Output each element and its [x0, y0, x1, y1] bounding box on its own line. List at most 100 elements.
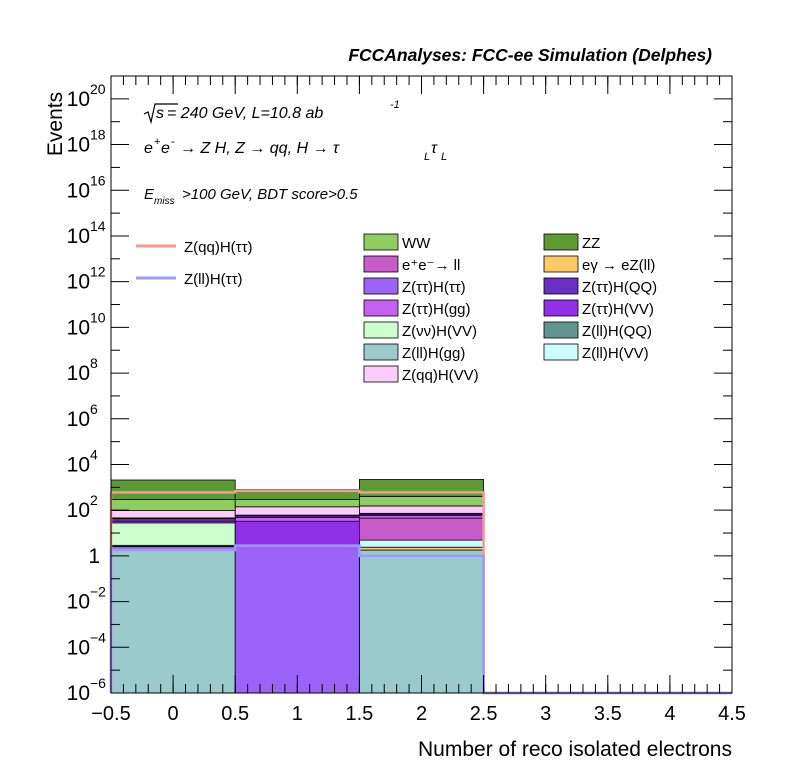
- cut-e: E: [144, 186, 155, 203]
- legend-label: Z(ττ)H(ττ): [402, 279, 466, 296]
- bar-qq-VV-bin-2: [358, 505, 484, 514]
- tau-second: τ: [431, 140, 438, 157]
- y-tick-label: 1: [88, 545, 100, 568]
- cut-text: >100 GeV, BDT score>0.5: [182, 186, 358, 203]
- legend-swatch-nunu-VV: [363, 321, 399, 339]
- x-tick-label: 0: [168, 703, 179, 725]
- y-tick-exponent: −2: [90, 584, 106, 600]
- x-tick-label: 4: [664, 703, 675, 725]
- legend-swatch-ll-VV: [543, 343, 579, 361]
- sqrt-s-text: s: [156, 105, 164, 122]
- y-tick-exponent: 4: [90, 446, 98, 462]
- y-tick-label: 10 −6: [67, 675, 107, 705]
- y-tick-label: 10 6: [67, 401, 98, 431]
- legend-swatch-ee-ll: [363, 255, 399, 273]
- x-tick-label: 4.5: [718, 703, 746, 725]
- y-tick-base: 10: [67, 88, 90, 111]
- bar-ZZ-bin-0: [110, 479, 236, 500]
- legend-label: Z(ττ)H(gg): [402, 301, 471, 318]
- y-tick-label: 10 4: [67, 446, 98, 476]
- bar-WW-bin-2: [358, 495, 484, 507]
- y-tick-exponent: 8: [90, 355, 98, 371]
- x-tick-label: 1: [292, 703, 303, 725]
- legend-swatch-qq-VV: [363, 365, 399, 383]
- legend-swatch-tautau-VV: [543, 299, 579, 317]
- x-tick-label: 3: [540, 703, 551, 725]
- bar-WW-bin-1: [234, 499, 360, 508]
- legend-label: Z(νν)H(VV): [402, 323, 477, 340]
- bar-ee-ll-bin-2: [358, 517, 484, 541]
- legend-swatch-WW: [363, 233, 399, 251]
- y-tick-base: 1: [88, 545, 100, 568]
- y-tick-base: 10: [67, 453, 90, 476]
- x-tick-label: 3.5: [594, 703, 622, 725]
- legend-label: Z(ll)H(QQ): [582, 323, 652, 340]
- y-tick-base: 10: [67, 408, 90, 431]
- legend-swatch-ll-gg: [363, 343, 399, 361]
- legend-label: Z(ττ)H(QQ): [582, 279, 657, 296]
- cut-e-subscript: miss: [154, 196, 175, 207]
- legend-label: WW: [402, 235, 431, 252]
- y-tick-base: 10: [67, 362, 90, 385]
- y-tick-exponent: −6: [90, 675, 106, 691]
- legend-label: Z(qq)H(VV): [402, 367, 479, 384]
- bar-tautau-tautau-bin-1: [234, 545, 360, 694]
- y-tick-exponent: 12: [90, 264, 106, 280]
- y-tick-label: 10 2: [67, 492, 98, 522]
- y-tick-base: 10: [67, 225, 90, 248]
- y-tick-label: 10 14: [67, 218, 106, 248]
- bar-tautau-gg-bin-2: [358, 514, 484, 519]
- legend-swatch-tautau-tautau: [363, 277, 399, 295]
- bar-qq-VV-bin-0: [110, 510, 236, 519]
- legend-swatch-tautau-QQ: [543, 277, 579, 295]
- legend-swatch-ZZ: [543, 233, 579, 251]
- legend-swatch-egamma: [543, 255, 579, 273]
- y-tick-label: 10 12: [67, 264, 106, 294]
- bar-WW-bin-0: [110, 499, 236, 512]
- bar-tautau-VV-bin-1: [234, 520, 360, 547]
- y-tick-exponent: 16: [90, 172, 106, 188]
- y-tick-base: 10: [67, 591, 90, 614]
- y-tick-exponent: −4: [90, 629, 106, 645]
- x-tick-label: 2: [416, 703, 427, 725]
- x-tick-label: 1.5: [345, 703, 373, 725]
- legend-swatch-ll-QQ: [543, 321, 579, 339]
- bar-egamma-bin-2: [358, 546, 484, 551]
- legend-label: e⁺e⁻→ ll: [402, 257, 460, 274]
- legend-label: eγ → eZ(ll): [582, 257, 655, 274]
- y-tick-base: 10: [67, 271, 90, 294]
- y-tick-exponent: 6: [90, 401, 98, 417]
- x-axis-label: Number of reco isolated electrons: [418, 738, 732, 761]
- legend-label: Z(ll)H(gg): [402, 345, 465, 362]
- tau-second-subscript: L: [441, 151, 447, 163]
- chart-header: FCCAnalyses: FCC-ee Simulation (Delphes): [348, 45, 712, 65]
- legend-label: Z(ττ)H(VV): [582, 301, 654, 318]
- process-minus: -: [171, 136, 175, 148]
- process-plus: +: [154, 136, 160, 148]
- y-tick-label: 10 18: [67, 127, 106, 157]
- process-text: → Z H, Z → qq, H → τ: [180, 140, 340, 157]
- bar-ll-gg-bin-2: [358, 549, 484, 694]
- y-tick-label: 10 −2: [67, 584, 107, 614]
- bar-tautau-gg-bin-1: [234, 517, 360, 522]
- sqrt-symbol: [143, 103, 178, 125]
- histogram-stack: [110, 479, 484, 694]
- y-tick-base: 10: [67, 316, 90, 339]
- y-tick-label: 10 −4: [67, 629, 107, 659]
- y-tick-exponent: 14: [90, 218, 106, 234]
- annotation-block: s = 240 GeV, L=10.8 ab -1 e + e - → Z H,…: [143, 99, 447, 207]
- x-tick-label: −0.5: [91, 703, 130, 725]
- y-tick-base: 10: [67, 636, 90, 659]
- y-tick-label: 10 16: [67, 172, 106, 202]
- legend-swatch-tautau-gg: [363, 299, 399, 317]
- y-tick-base: 10: [67, 179, 90, 202]
- y-tick-exponent: 20: [90, 81, 106, 97]
- y-tick-exponent: 18: [90, 127, 106, 143]
- legend: Z(qq)H(ττ) Z(ll)H(ττ) WW e⁺e⁻→ ll Z(ττ)H(ττ)…: [136, 233, 657, 384]
- y-tick-base: 10: [67, 682, 90, 705]
- y-tick-exponent: 10: [90, 309, 106, 325]
- x-tick-label: 2.5: [470, 703, 498, 725]
- legend-label: Z(qq)H(ττ): [184, 239, 253, 256]
